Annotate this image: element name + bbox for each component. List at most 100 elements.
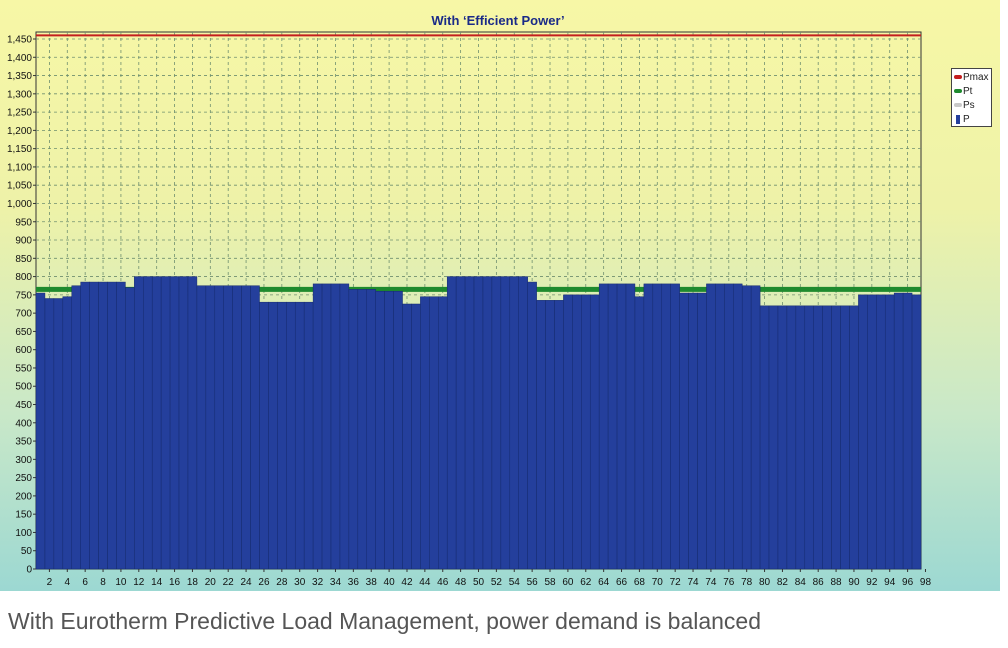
- bar-p: [80, 281, 90, 570]
- bar-p: [688, 292, 698, 570]
- legend-swatch-ps: [954, 103, 962, 107]
- y-tick-label: 1,250: [7, 108, 32, 119]
- legend-item-pt: Pt: [954, 84, 989, 98]
- bar-p: [777, 305, 788, 570]
- y-tick-label: 100: [15, 528, 32, 539]
- x-tick-label: 42: [401, 577, 413, 588]
- x-tick-label: 88: [831, 577, 843, 588]
- bar-p: [554, 300, 564, 570]
- bar-p: [366, 289, 376, 570]
- bar-p: [902, 292, 913, 570]
- bar-p: [268, 301, 278, 570]
- bar-p: [402, 303, 412, 570]
- x-tick-label: 92: [866, 577, 878, 588]
- x-tick-label: 20: [205, 577, 217, 588]
- bar-p: [867, 294, 877, 570]
- legend-item-ps: Ps: [954, 98, 989, 112]
- bar-p: [572, 294, 582, 570]
- bar-p: [214, 285, 224, 570]
- x-tick-label: 54: [509, 577, 521, 588]
- y-tick-label: 500: [15, 382, 32, 393]
- bar-p: [884, 294, 895, 570]
- legend-swatch-pt: [954, 89, 962, 93]
- x-tick-label: 78: [741, 577, 753, 588]
- bar-p: [429, 296, 439, 570]
- legend-label-p: P: [963, 113, 970, 125]
- bar-p: [339, 283, 350, 570]
- x-tick-label: 24: [241, 577, 253, 588]
- y-tick-label: 700: [15, 309, 32, 320]
- bar-p: [813, 305, 823, 570]
- x-tick-label: 34: [330, 577, 342, 588]
- bar-p: [151, 276, 162, 570]
- y-tick-label: 1,100: [7, 162, 32, 173]
- bar-p: [473, 276, 484, 570]
- bar-p: [223, 285, 233, 570]
- y-tick-label: 0: [26, 565, 32, 576]
- bar-p: [634, 296, 645, 570]
- bar-p: [89, 281, 99, 570]
- bar-p: [259, 301, 269, 570]
- chart-title: With ‘Efficient Power’: [431, 13, 564, 28]
- x-tick-label: 22: [223, 577, 235, 588]
- legend-label-ps: Ps: [963, 99, 975, 111]
- y-tick-label: 1,200: [7, 126, 32, 137]
- bar-p: [750, 285, 761, 570]
- x-tick-label: 30: [294, 577, 306, 588]
- x-tick-label: 64: [598, 577, 610, 588]
- x-tick-label: 74: [705, 577, 717, 588]
- bar-p: [500, 276, 511, 570]
- bar-p: [134, 276, 144, 570]
- y-tick-label: 1,050: [7, 181, 32, 192]
- legend-item-p: P: [954, 112, 989, 126]
- bar-p: [375, 290, 385, 570]
- x-tick-label: 96: [902, 577, 914, 588]
- x-tick-label: 52: [491, 577, 503, 588]
- bar-p: [652, 283, 663, 570]
- x-tick-label: 36: [348, 577, 360, 588]
- x-tick-label: 90: [848, 577, 860, 588]
- y-tick-label: 450: [15, 400, 32, 411]
- bar-p: [670, 283, 680, 570]
- bar-p: [616, 283, 627, 570]
- y-tick-label: 1,000: [7, 199, 32, 210]
- bar-p: [589, 294, 600, 570]
- bar-p: [527, 281, 537, 570]
- bar-p: [715, 283, 725, 570]
- x-tick-label: 72: [670, 577, 682, 588]
- y-tick-label: 1,450: [7, 35, 32, 46]
- bar-p: [598, 283, 609, 570]
- y-tick-label: 1,300: [7, 89, 32, 100]
- bar-p: [125, 287, 135, 570]
- x-tick-label: 66: [616, 577, 628, 588]
- bar-p: [804, 305, 814, 570]
- bar-p: [169, 276, 180, 570]
- x-tick-label: 40: [384, 577, 396, 588]
- bar-p: [71, 285, 81, 570]
- bar-p: [840, 305, 850, 570]
- bar-p: [759, 305, 770, 570]
- x-tick-label: 32: [312, 577, 324, 588]
- x-tick-label: 2: [47, 577, 53, 588]
- bar-p: [706, 283, 716, 570]
- y-tick-label: 950: [15, 217, 32, 228]
- y-tick-label: 400: [15, 418, 32, 429]
- bar-p: [303, 301, 314, 570]
- figure-caption: With Eurotherm Predictive Load Managemen…: [8, 608, 762, 634]
- x-tick-label: 16: [169, 577, 181, 588]
- x-tick-label: 50: [473, 577, 485, 588]
- x-tick-label: 46: [437, 577, 449, 588]
- y-tick-label: 850: [15, 254, 32, 265]
- x-tick-label: 94: [884, 577, 896, 588]
- y-tick-label: 800: [15, 272, 32, 283]
- bar-p: [294, 301, 305, 570]
- bar-p: [536, 300, 546, 570]
- x-tick-label: 62: [580, 577, 592, 588]
- y-tick-label: 350: [15, 437, 32, 448]
- y-tick-label: 200: [15, 491, 32, 502]
- y-tick-label: 1,400: [7, 53, 32, 64]
- bar-p: [482, 276, 493, 570]
- x-tick-label: 76: [723, 577, 735, 588]
- bar-p: [446, 276, 457, 570]
- x-tick-label: 6: [82, 577, 88, 588]
